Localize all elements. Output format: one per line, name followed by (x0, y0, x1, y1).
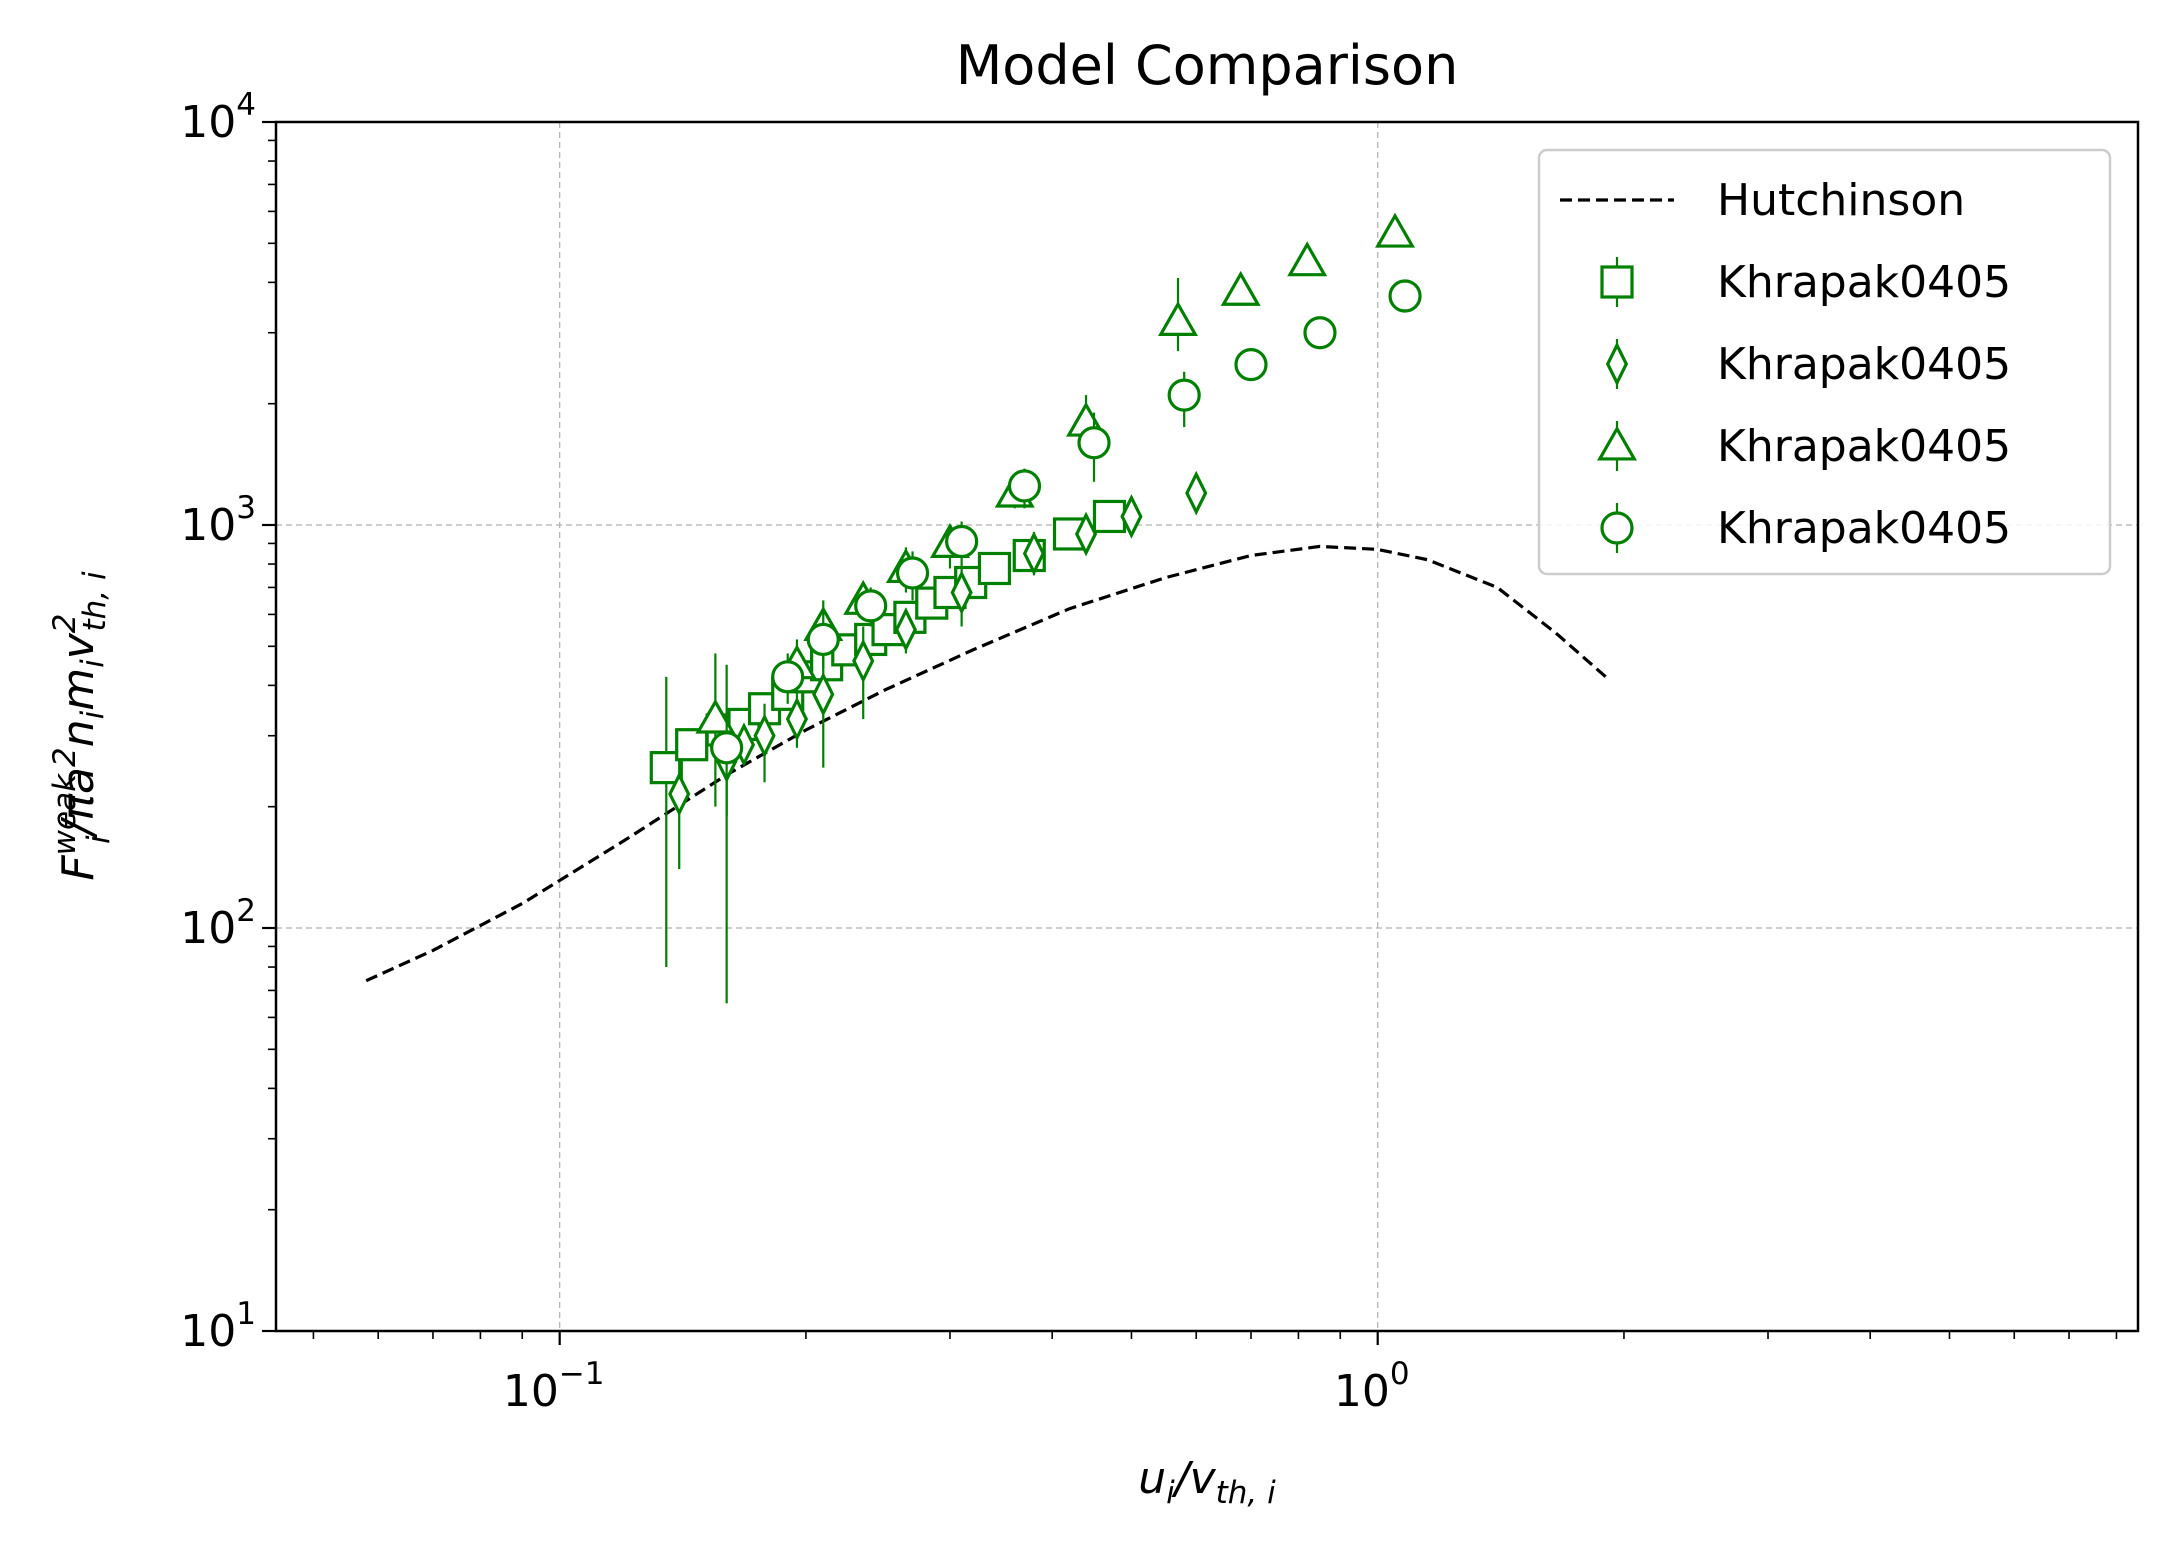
x-tick-label: 10−1 (503, 1356, 605, 1417)
legend: Hutchinson Khrapak0405 Khrapak0405 Khrapak0… (1537, 148, 2112, 576)
legend-label: Hutchinson (1717, 175, 1965, 226)
diamond-marker (1120, 494, 1143, 539)
x-tick-label: 100 (1334, 1356, 1410, 1417)
tick-layer: 10−1 100 101 102 103 104 (180, 87, 2118, 1417)
square-marker (1092, 499, 1127, 534)
diamond-marker (852, 638, 875, 684)
circle-marker (806, 622, 840, 657)
triangle-marker (695, 698, 736, 734)
y-tick-label: 103 (180, 490, 256, 551)
diamond-marker (1022, 531, 1046, 576)
legend-label: Khrapak0405 (1717, 503, 2011, 554)
y-tick-label: 104 (180, 87, 256, 148)
triangle-marker (1220, 270, 1261, 306)
series-hutchinson-line (365, 544, 1607, 983)
circle-marker (854, 589, 888, 623)
circle-marker (945, 524, 979, 559)
y-tick-label: 102 (180, 893, 256, 954)
square-marker (675, 728, 709, 762)
plot-frame (274, 120, 2140, 1333)
diamond-marker (894, 607, 917, 652)
diamond-marker (753, 713, 776, 759)
circle-marker (771, 660, 805, 694)
circle-marker (1388, 279, 1422, 313)
legend-key-square (1600, 265, 1634, 299)
series-layer (365, 212, 1607, 1004)
legend-label: Khrapak0405 (1717, 421, 2011, 472)
circle-marker (1077, 426, 1111, 460)
triangle-marker (1158, 300, 1199, 336)
triangle-marker (1375, 212, 1416, 248)
series-circle-markers (710, 279, 1422, 1004)
circle-marker (1303, 316, 1337, 350)
chart-title: Model Comparison (956, 34, 1459, 97)
circle-marker (1167, 378, 1201, 412)
circle-marker (710, 731, 744, 765)
legend-key-circle (1600, 511, 1634, 545)
circle-marker (1234, 348, 1268, 382)
diamond-marker (1185, 470, 1208, 516)
y-tick-label: 101 (180, 1296, 256, 1357)
legend-label: Khrapak0405 (1717, 257, 2011, 308)
diamond-marker (950, 570, 973, 615)
square-marker (977, 551, 1012, 586)
hutchinson-curve (365, 544, 1607, 983)
diamond-marker (812, 671, 835, 717)
diamond-marker (668, 771, 691, 817)
legend-key-triangle (1596, 425, 1638, 461)
y-axis-label: Fweaki/πa2nimiv2th, i (47, 571, 117, 881)
legend-key-diamond (1605, 341, 1629, 387)
circle-marker (1007, 469, 1042, 503)
legend-box (1537, 148, 2112, 576)
diamond-marker (1074, 511, 1098, 557)
x-axis-label: ui/vth, i (1138, 1453, 1276, 1511)
triangle-marker (1287, 241, 1328, 277)
circle-marker (895, 556, 930, 590)
legend-label: Khrapak0405 (1717, 339, 2011, 390)
diamond-marker (785, 696, 809, 742)
